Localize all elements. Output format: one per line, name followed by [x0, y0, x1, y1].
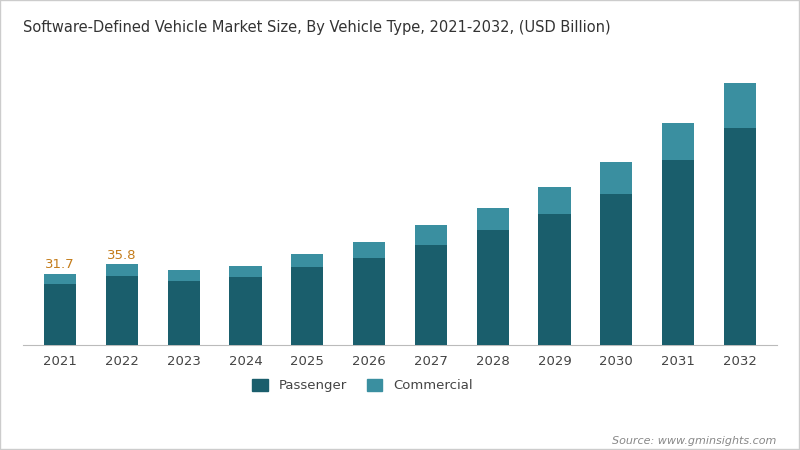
Bar	[415, 244, 447, 345]
Bar	[106, 264, 138, 276]
Bar	[662, 123, 694, 160]
Bar	[44, 274, 76, 284]
Bar	[600, 194, 632, 345]
Bar	[168, 281, 200, 345]
Text: 31.7: 31.7	[46, 258, 75, 271]
Bar	[415, 225, 447, 244]
Bar	[353, 242, 385, 258]
Bar	[538, 214, 570, 345]
Bar	[230, 266, 262, 277]
Bar	[353, 258, 385, 345]
Bar	[600, 162, 632, 194]
Bar	[291, 254, 323, 267]
Bar	[477, 230, 509, 345]
Text: Source: www.gminsights.com: Source: www.gminsights.com	[612, 436, 776, 446]
Bar	[662, 160, 694, 345]
Bar	[724, 128, 756, 345]
Bar	[168, 270, 200, 281]
Text: 35.8: 35.8	[107, 248, 137, 261]
Bar	[538, 187, 570, 214]
Bar	[106, 276, 138, 345]
Bar	[724, 83, 756, 128]
Bar	[477, 208, 509, 230]
Bar	[44, 284, 76, 345]
Text: Software-Defined Vehicle Market Size, By Vehicle Type, 2021-2032, (USD Billion): Software-Defined Vehicle Market Size, By…	[23, 19, 610, 35]
Bar	[291, 267, 323, 345]
Bar	[230, 277, 262, 345]
Legend: Passenger, Commercial: Passenger, Commercial	[246, 374, 478, 397]
